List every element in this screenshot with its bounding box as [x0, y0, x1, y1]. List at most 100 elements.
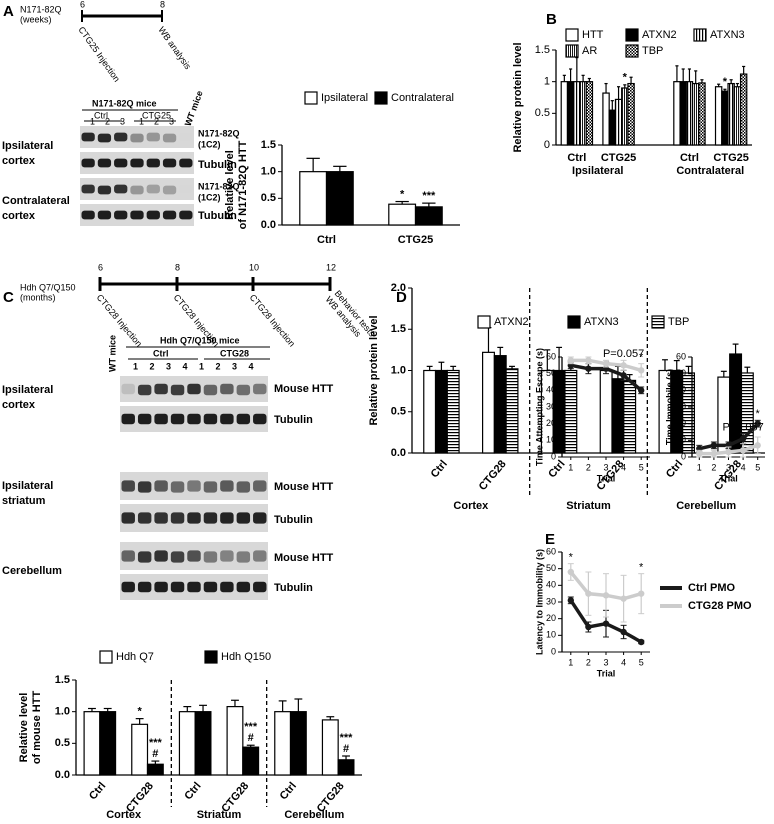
blot-band	[236, 512, 251, 524]
lane-label: 4	[183, 361, 188, 371]
point	[638, 638, 645, 646]
lane-label: 2	[154, 116, 159, 126]
annotation: P=0.057	[603, 348, 644, 360]
blot-band	[81, 158, 95, 168]
blot-band	[220, 413, 234, 425]
y-tick-label: 1.5	[535, 44, 550, 56]
lane-label: 4	[249, 361, 254, 371]
blot-band	[236, 551, 251, 563]
bar	[627, 82, 635, 146]
x-tick-label: Ctrl	[664, 458, 685, 480]
blot-band	[81, 132, 95, 142]
y-tick-label: 10	[546, 435, 556, 445]
bar	[560, 81, 569, 146]
x-tick-label: 1	[568, 657, 573, 667]
bar	[505, 368, 519, 454]
blot-band	[162, 133, 177, 143]
blot-band	[137, 384, 152, 396]
annotation: *	[639, 352, 644, 364]
x-tick-label: 3	[603, 657, 608, 667]
bar	[289, 711, 307, 776]
blot-band	[170, 581, 185, 593]
y-tick-label: 1.0	[261, 166, 276, 178]
blot-band	[146, 210, 160, 220]
y-tick-label: 40	[546, 385, 556, 395]
x-axis-label: Trial	[597, 668, 616, 678]
bar	[337, 759, 355, 776]
legend-label: ATXN2	[642, 29, 677, 41]
y-tick-label: 30	[546, 596, 556, 606]
point	[638, 590, 645, 597]
band-label: Mouse HTT	[274, 481, 334, 493]
blot-band	[236, 413, 251, 425]
y-tick-label: 0	[681, 451, 686, 461]
blot-band	[220, 581, 234, 593]
blot-band	[97, 210, 112, 220]
legend-swatch	[374, 91, 388, 105]
band-label: Tubulin	[274, 582, 313, 594]
blot-band	[170, 413, 185, 425]
row-label: Cerebellum	[2, 565, 62, 577]
bar	[434, 369, 448, 454]
row-label: striatum	[2, 495, 46, 507]
blot-band	[154, 480, 168, 492]
x-tick-label: 3	[603, 462, 608, 472]
point	[710, 450, 718, 457]
blot-band	[154, 413, 168, 425]
bar	[414, 206, 443, 226]
group-label: Cerebellum	[676, 500, 736, 512]
annotation: *	[400, 188, 405, 200]
lane-label: 3	[232, 361, 237, 371]
legend-label: CTG28 PMO	[688, 600, 752, 612]
bar	[673, 81, 681, 146]
y-axis-label: Relative protein level	[368, 315, 380, 425]
y-tick-label: 1.5	[55, 674, 70, 686]
y-tick-label: 0.5	[391, 406, 406, 418]
blot-band	[130, 185, 144, 195]
x-tick-label: 4	[621, 657, 626, 667]
blot-band	[203, 413, 218, 425]
point	[710, 442, 718, 449]
annotation: *	[569, 552, 574, 564]
point	[585, 590, 592, 597]
legend-swatch	[304, 91, 318, 105]
bar	[611, 378, 625, 454]
blot-band	[81, 210, 95, 220]
y-axis-label: Relative level	[18, 693, 30, 763]
blot-band	[121, 512, 135, 524]
x-tick-label: 5	[639, 462, 644, 472]
blot-band	[130, 158, 144, 168]
annotation: ***	[149, 737, 163, 749]
lane-label: 3	[120, 116, 125, 126]
blot-band	[253, 512, 267, 524]
bar	[83, 711, 101, 776]
legend-label: Ctrl PMO	[688, 582, 736, 594]
timeline-label: 8	[160, 0, 165, 9]
point	[739, 447, 747, 454]
row-label: cortex	[2, 399, 36, 411]
bar	[274, 711, 292, 776]
x-tick-label: 2	[586, 462, 591, 472]
blot-header: Ctrl	[94, 110, 108, 120]
blot-band	[203, 581, 218, 593]
bar	[727, 82, 735, 146]
annotation: *	[623, 72, 628, 84]
y-axis-label: Latency to Immobility (s)	[534, 549, 544, 655]
y-axis-label: of N171-82Q HTT	[237, 140, 249, 229]
timeline-title: N171-82Q	[20, 4, 62, 14]
bar	[602, 92, 610, 146]
legend-label: ATXN3	[710, 29, 745, 41]
x-tick-label: Ctrl	[546, 458, 567, 480]
annotation: ***	[422, 190, 436, 202]
blot-band	[121, 581, 135, 593]
y-axis-label: Time Immobile (s)	[664, 369, 674, 445]
blot-band	[114, 132, 128, 142]
y-tick-label: 60	[546, 351, 556, 361]
blot-band	[170, 384, 185, 396]
legend-swatch	[693, 28, 707, 42]
bar	[482, 351, 495, 454]
lane-label: 1	[90, 116, 95, 126]
annotation: P=0.057	[722, 422, 763, 434]
band-label: (1C2)	[198, 139, 221, 149]
